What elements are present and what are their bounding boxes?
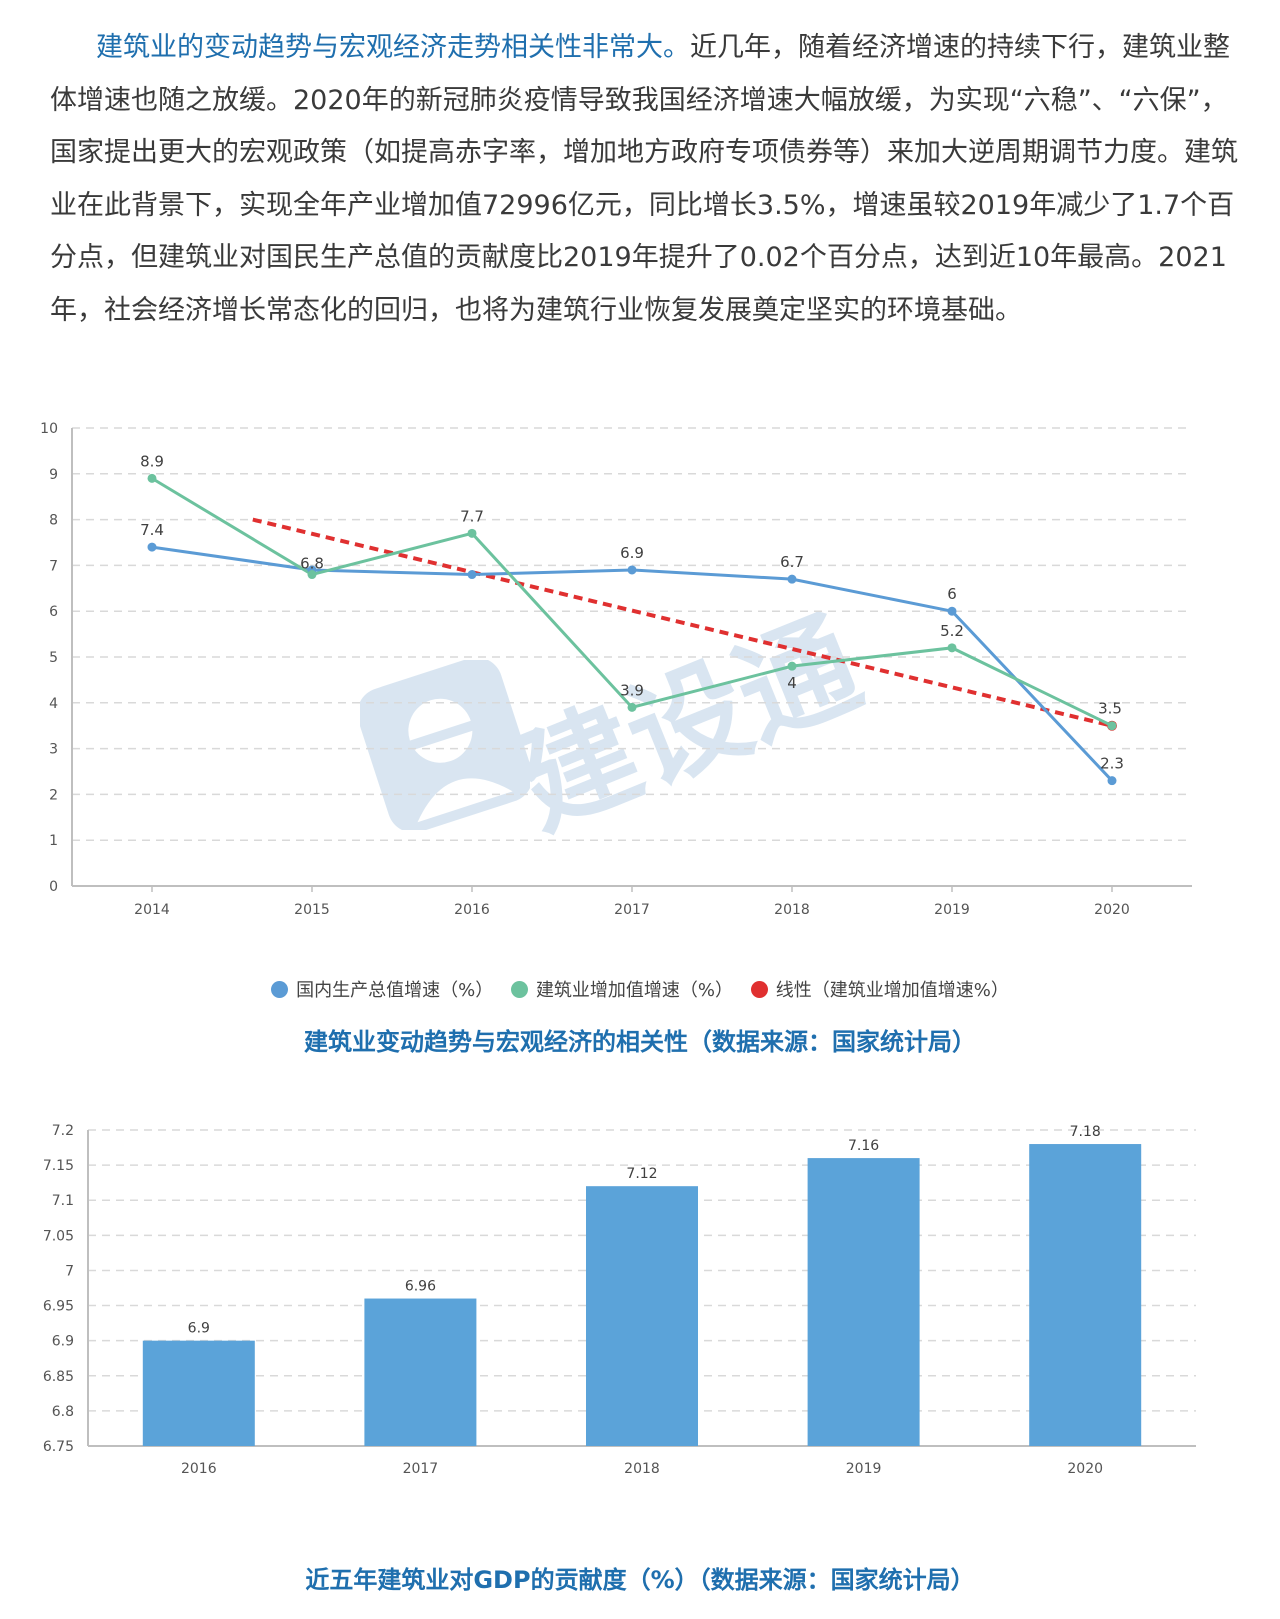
data-label: 7.7 [460,507,484,525]
y-tick-label: 2 [49,787,58,803]
y-tick-label: 4 [49,696,58,712]
y-tick-label: 6.75 [43,1439,74,1455]
data-label: 6 [947,585,957,603]
data-label: 7.16 [848,1138,879,1154]
legend-dot-icon [750,980,768,998]
intro-body: 近几年，随着经济增速的持续下行，建筑业整体增速也随之放缓。2020年的新冠肺炎疫… [50,32,1238,326]
y-tick-label: 7.05 [43,1228,74,1244]
x-tick-label: 2019 [846,1461,882,1477]
data-label: 6.8 [300,555,324,573]
data-label: 6.9 [188,1321,210,1337]
x-tick-label: 2020 [1094,902,1130,918]
bar-chart: 6.75 6.8 6.85 6.9 6.95 7 7.05 7.1 7.15 7.2 6.9 2016… [43,1123,1196,1477]
line-chart: 0 1 2 3 4 5 6 7 8 9 10 2014 2015 2016 2017 2018 2019 2020… [40,421,1192,918]
data-label: 6.7 [780,553,804,571]
data-label: 7.18 [1070,1124,1101,1140]
data-label: 4 [787,674,797,692]
x-tick-label: 2018 [624,1461,660,1477]
bar [1029,1144,1142,1446]
legend-label: 国内生产总值增速（%） [296,980,494,1001]
data-point [1107,776,1117,786]
y-tick-label: 5 [49,650,58,666]
x-tick-label: 2017 [403,1461,439,1477]
y-tick-label: 6.8 [52,1404,74,1420]
y-tick-label: 6 [49,604,58,620]
data-point [307,570,317,580]
data-label: 7.12 [626,1166,657,1182]
data-label: 3.9 [620,681,644,699]
data-point [787,574,797,584]
legend-label: 建筑业增加值增速（%） [535,980,734,1001]
x-tick-label: 2020 [1067,1461,1103,1477]
data-label: 2.3 [1100,755,1124,773]
x-tick-label: 2016 [454,902,490,918]
y-tick-label: 7 [49,558,58,574]
data-point [1107,721,1117,731]
data-label: 6.9 [620,544,644,562]
data-point [147,473,157,483]
chart-caption: 建筑业变动趋势与宏观经济的相关性（数据来源：国家统计局） [304,1028,976,1056]
legend-item-construction: 建筑业增加值增速（%） [510,976,734,1002]
data-label: 3.5 [1098,700,1122,718]
y-tick-label: 6.85 [43,1369,74,1385]
y-tick-label: 1 [49,833,58,849]
y-tick-label: 9 [49,467,58,483]
data-label: 8.9 [140,452,164,470]
bar [586,1186,698,1446]
x-tick-label: 2014 [134,902,170,918]
y-tick-label: 7.1 [52,1193,74,1209]
y-tick-label: 8 [49,513,58,529]
chart-caption: 近五年建筑业对GDP的贡献度（%）（数据来源：国家统计局） [305,1566,975,1594]
x-tick-label: 2018 [774,902,810,918]
trendline [252,517,1113,728]
data-point [947,606,957,616]
bar [807,1158,920,1446]
data-point [627,565,637,575]
y-tick-label: 7 [65,1263,74,1279]
x-tick-label: 2019 [934,902,970,918]
y-tick-label: 6.9 [52,1334,74,1350]
legend-dot-icon [510,980,528,998]
y-tick-label: 7.2 [52,1123,74,1139]
series-line [151,545,1114,782]
legend-item-gdp: 国内生产总值增速（%） [271,976,493,1002]
data-label: 5.2 [940,622,964,640]
chart-legend: 国内生产总值增速（%） 建筑业增加值增速（%） 线性（建筑业增加值增速%） [0,976,1280,1003]
bar [364,1298,477,1446]
x-tick-label: 2016 [181,1461,217,1477]
data-point [467,528,477,538]
y-tick-label: 7.15 [43,1158,74,1174]
data-point [467,570,477,580]
data-point [147,542,157,552]
data-label: 7.4 [140,521,164,539]
y-tick-label: 6.95 [43,1299,74,1315]
data-label: 6.96 [405,1279,436,1295]
data-point [787,661,797,671]
x-tick-label: 2015 [294,902,330,918]
legend-item-trendline: 线性（建筑业增加值增速%） [750,976,1009,1002]
intro-paragraph: 建筑业的变动趋势与宏观经济走势相关性非常大。近几年，随着经济增速的持续下行，建筑… [50,22,1240,337]
x-tick-label: 2017 [614,902,650,918]
y-tick-label: 3 [49,742,58,758]
y-tick-label: 10 [40,421,58,437]
data-point [947,643,957,653]
legend-dot-icon [271,980,289,998]
bar [142,1340,255,1446]
data-point [627,702,637,712]
legend-label: 线性（建筑业增加值增速%） [775,980,1009,1001]
y-tick-label: 0 [49,879,58,895]
intro-lead: 建筑业的变动趋势与宏观经济走势相关性非常大。 [96,32,690,63]
